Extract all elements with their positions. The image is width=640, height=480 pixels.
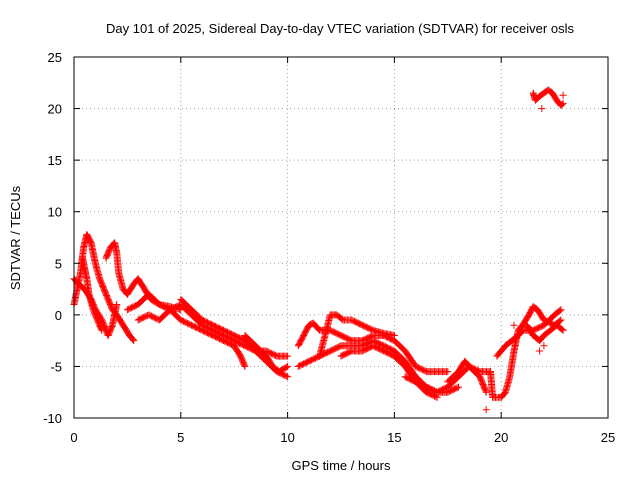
data-point <box>536 347 544 355</box>
x-tick-label: 0 <box>70 430 77 445</box>
data-point <box>558 326 566 333</box>
data-point <box>557 316 565 324</box>
data-point <box>482 388 490 396</box>
y-tick-label: 5 <box>55 256 62 271</box>
data-point <box>97 325 105 333</box>
y-tick-label: 10 <box>48 205 62 220</box>
data-point <box>240 361 248 369</box>
data-point <box>557 306 565 314</box>
data-point <box>482 406 490 414</box>
x-tick-label: 5 <box>177 430 184 445</box>
data-point <box>284 362 292 370</box>
y-tick-label: 25 <box>48 50 62 65</box>
y-tick-label: 15 <box>48 153 62 168</box>
data-point <box>538 105 546 113</box>
y-tick-label: 20 <box>48 102 62 117</box>
y-axis-label: SDTVAR / TECUs <box>8 185 23 290</box>
x-tick-label: 15 <box>387 430 401 445</box>
data-point <box>556 317 564 325</box>
grid-lines <box>74 57 608 418</box>
data-point <box>558 100 566 108</box>
data-point <box>284 352 292 360</box>
data-point <box>559 99 567 107</box>
data-point <box>540 342 548 350</box>
data-point <box>284 373 292 381</box>
x-tick-label: 25 <box>601 430 615 445</box>
plot-frame <box>73 56 609 419</box>
data-point <box>390 332 398 339</box>
x-tick-label: 20 <box>494 430 508 445</box>
axis-ticks: 0 5 10 15 20 25 -10 -5 0 5 10 15 20 25 <box>43 50 615 445</box>
data-point <box>444 368 452 376</box>
data-point <box>241 362 249 370</box>
data-point <box>559 91 567 99</box>
y-tick-label: -10 <box>43 411 62 426</box>
data-point <box>510 321 518 329</box>
y-tick-label: 0 <box>55 308 62 323</box>
data-point <box>455 383 462 391</box>
data-point <box>282 372 290 380</box>
data-point <box>282 363 290 371</box>
data-point <box>98 326 106 334</box>
data-point <box>559 326 567 334</box>
data-marks <box>70 86 567 414</box>
x-tick-label: 10 <box>280 430 294 445</box>
data-point <box>453 384 461 392</box>
y-tick-label: -5 <box>50 359 62 374</box>
data-point <box>130 337 138 345</box>
data-point <box>113 301 121 308</box>
x-axis-label: GPS time / hours <box>292 458 391 473</box>
chart-title: Day 101 of 2025, Sidereal Day-to-day VTE… <box>106 21 574 36</box>
data-point <box>129 336 137 344</box>
data-point <box>556 307 564 315</box>
